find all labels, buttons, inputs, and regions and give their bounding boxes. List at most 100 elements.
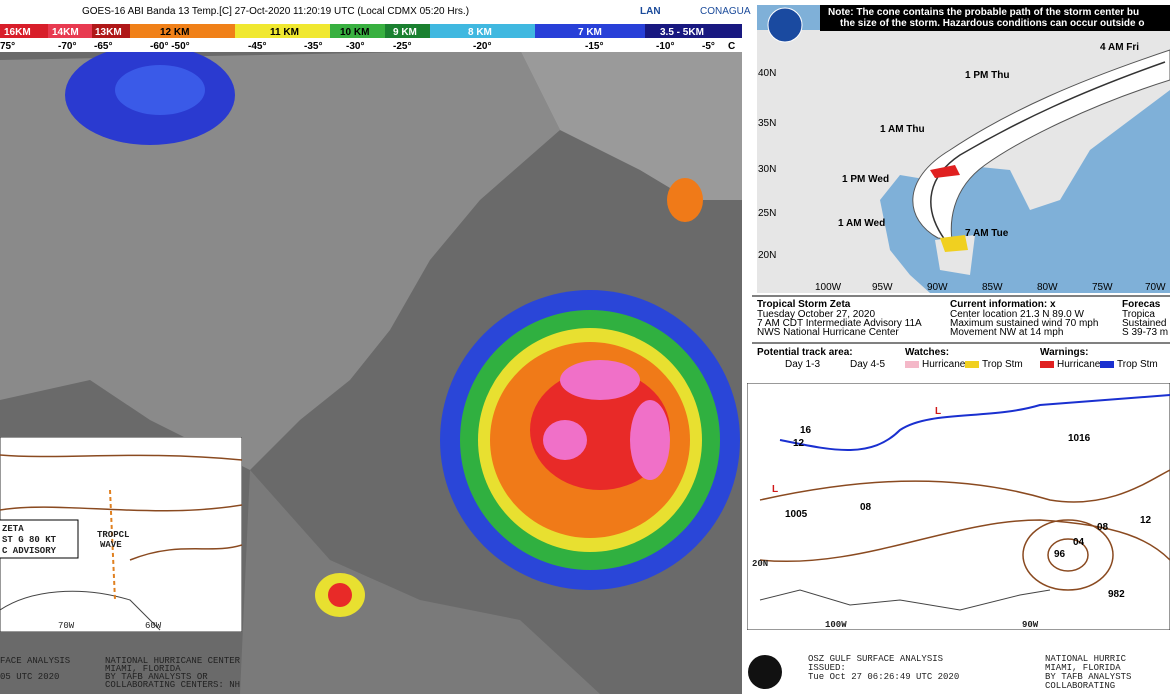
storm-name: Tropical Storm Zeta [757, 299, 851, 310]
pressure-label: 96 [1054, 549, 1066, 560]
legend-item: Hurricane [922, 359, 966, 370]
watch-area [940, 235, 968, 252]
height-label: 11 KM [270, 27, 299, 38]
note: Note: The cone contains the probable pat… [828, 7, 1139, 18]
satellite-panel: GOES-16 ABI Banda 13 Temp.[C] 27-Oct-202… [0, 0, 751, 694]
legend-item: Day 4-5 [850, 359, 885, 370]
pressure-label: 12 [1140, 515, 1152, 526]
coast [759, 589, 1051, 611]
scale-temps: 75° -70° -65° -60° -50° -45° -35° -30° -… [0, 41, 735, 52]
time-label: 7 AM Tue [965, 228, 1009, 239]
temp-label: C [728, 41, 735, 52]
inset-label: TROPCL [97, 530, 129, 540]
temp-label: -70° [58, 41, 76, 52]
scale-seg [535, 24, 645, 38]
land [240, 470, 600, 694]
pressure-label: 08 [860, 502, 872, 513]
legend-item: Trop Stm [982, 359, 1023, 370]
legend-item: Trop Stm [1117, 359, 1158, 370]
legend-swatch [965, 361, 979, 368]
time-label: 1 PM Thu [965, 70, 1009, 81]
scale-heights: 16KM 14KM 13KM 12 KM 11 KM 10 KM 9 KM 8 … [4, 27, 704, 38]
height-label: 9 KM [393, 27, 417, 38]
pressure-label: 04 [1073, 537, 1085, 548]
height-label: 16KM [4, 27, 31, 38]
note-bg [820, 5, 1170, 31]
lon-label: 90W [927, 282, 948, 293]
footer-line: BY TAFB ANALYSTS OR [105, 672, 208, 682]
scale-seg [330, 24, 385, 38]
height-label: 10 KM [340, 27, 369, 38]
lat-label: 35N [758, 118, 776, 129]
pressure-label: 16 [800, 425, 812, 436]
height-label: 14KM [52, 27, 79, 38]
scale-seg [130, 24, 235, 38]
lon-label: 85W [982, 282, 1003, 293]
legend-swatch [1040, 361, 1054, 368]
pressure-label: 982 [1108, 589, 1125, 600]
front [779, 394, 1170, 451]
track [930, 61, 1166, 241]
storm-line: Tuesday October 27, 2020 [757, 309, 875, 320]
scale-bar [0, 24, 742, 52]
scale-temps-bg [0, 38, 742, 52]
temp-label: -20° [473, 41, 491, 52]
temp-label: -35° [304, 41, 322, 52]
temp-label: 75° [0, 41, 15, 52]
storm-core [543, 420, 587, 460]
scale-seg [385, 24, 430, 38]
warning-area [930, 165, 960, 178]
isobar [0, 504, 242, 512]
pressure-label: 08 [1097, 522, 1109, 533]
inset-label: ST G 80 KT [2, 535, 57, 545]
temp-label: -10° [656, 41, 674, 52]
lat-label: 40N [758, 68, 776, 79]
height-label: 12 KM [160, 27, 189, 38]
inset-label: WAVE [100, 540, 122, 550]
storm-core [560, 360, 640, 400]
storm-core [630, 400, 670, 480]
sat-title: GOES-16 ABI Banda 13 Temp.[C] 27-Oct-202… [82, 6, 469, 17]
note: the size of the storm. Hazardous conditi… [840, 18, 1145, 29]
forecast-line: Sustained [1122, 318, 1166, 329]
scale-seg [645, 24, 742, 38]
low-symbol: L [772, 484, 778, 495]
temp-label: -45° [248, 41, 266, 52]
legend-title: Watches: [905, 347, 949, 358]
storm-line: NWS National Hurricane Center [757, 327, 899, 338]
scale-seg [235, 24, 330, 38]
advisory-box [0, 519, 79, 559]
pressure-label: 12 [793, 438, 805, 449]
current-title: Current information: x [950, 299, 1056, 310]
lon-label: 80W [1037, 282, 1058, 293]
lat-label: 30N [758, 164, 776, 175]
time-label: 1 AM Thu [880, 124, 925, 135]
noaa-logo [767, 7, 803, 43]
height-label: 13KM [95, 27, 122, 38]
wave-axis [109, 489, 116, 601]
forecast-line: Tropica [1122, 309, 1155, 320]
legend-swatch [905, 361, 919, 368]
lon-label: 70W [58, 621, 75, 631]
footer-line: MIAMI, FLORIDA [105, 664, 181, 674]
inset-panel: ZETA ST G 80 KT C ADVISORY TROPCL WAVE 7… [0, 437, 242, 632]
temp-label: -15° [585, 41, 603, 52]
lat-label: 20N [752, 559, 768, 569]
lat-label: 20N [758, 250, 776, 261]
land [520, 50, 742, 200]
footer-line: COLLABORATING CENTERS: NH [105, 680, 240, 690]
forecast-line: S 39-73 m [1122, 327, 1168, 338]
forecast-title: Forecas [1122, 299, 1161, 310]
cone-panel: Note: The cone contains the probable pat… [752, 0, 1170, 372]
temp-label: -60° -50° [150, 41, 190, 52]
current-line: Maximum sustained wind 70 mph [950, 318, 1098, 329]
scale-seg [48, 24, 92, 38]
legend-title: Warnings: [1040, 347, 1089, 358]
isobar [129, 544, 242, 561]
scale-seg [430, 24, 535, 38]
temp-label: -30° [346, 41, 364, 52]
storm-line: 7 AM CDT Intermediate Advisory 11A [757, 318, 922, 329]
isobar [759, 469, 1170, 503]
